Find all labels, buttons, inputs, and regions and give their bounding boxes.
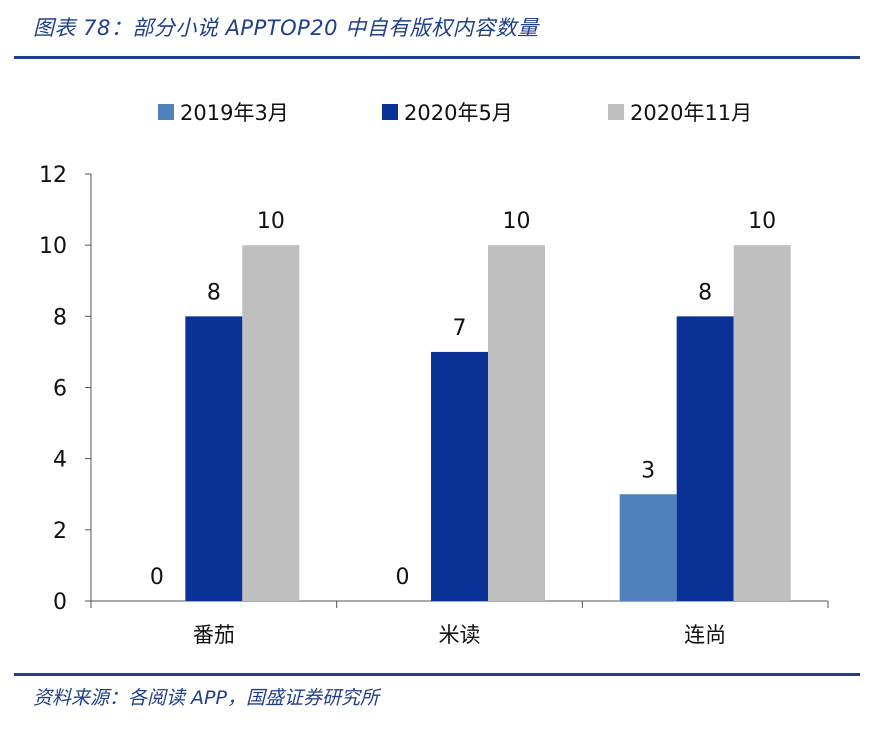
bar	[676, 316, 734, 601]
bar-value-label: 8	[207, 280, 221, 305]
y-tick-label: 4	[53, 448, 67, 473]
y-tick-label: 2	[53, 519, 67, 544]
bar-value-label: 0	[396, 565, 410, 590]
legend-label: 2020年11月	[630, 101, 752, 125]
data-labels: 0 8 10 0 7 10 3 8 10	[150, 209, 776, 590]
bar-value-label: 7	[453, 316, 467, 341]
bar	[185, 316, 243, 601]
legend: 2019年3月 2020年5月 2020年11月	[158, 101, 752, 125]
bar-value-label: 3	[641, 458, 655, 483]
y-tick-label: 6	[53, 377, 67, 402]
bar	[733, 245, 791, 601]
legend-swatch	[158, 104, 174, 120]
legend-swatch	[608, 104, 624, 120]
legend-swatch	[382, 104, 398, 120]
bar-value-label: 8	[698, 280, 712, 305]
bar	[431, 351, 488, 601]
legend-label: 2020年5月	[404, 101, 513, 125]
bar-value-label: 0	[150, 565, 164, 590]
source-note: 资料来源：各阅读 APP，国盛证券研究所	[33, 687, 379, 709]
category-label: 米读	[439, 623, 481, 647]
title-rule	[14, 56, 860, 59]
bar-value-label: 10	[503, 209, 531, 234]
y-tick-label: 10	[39, 234, 67, 259]
y-tick-label: 0	[53, 590, 67, 615]
bar-value-label: 10	[257, 209, 285, 234]
category-label: 番茄	[193, 623, 235, 647]
figure-title: 图表 78：部分小说 APPTOP20 中自有版权内容数量	[33, 16, 539, 40]
bar-value-label: 10	[748, 209, 776, 234]
bar	[242, 245, 300, 601]
legend-label: 2019年3月	[180, 101, 289, 125]
source-rule	[14, 673, 860, 676]
category-label: 连尚	[684, 623, 726, 647]
y-tick-label: 12	[39, 163, 67, 188]
y-tick-label: 8	[53, 305, 67, 330]
bar	[488, 245, 545, 601]
bar	[619, 494, 677, 601]
bars	[185, 245, 791, 601]
